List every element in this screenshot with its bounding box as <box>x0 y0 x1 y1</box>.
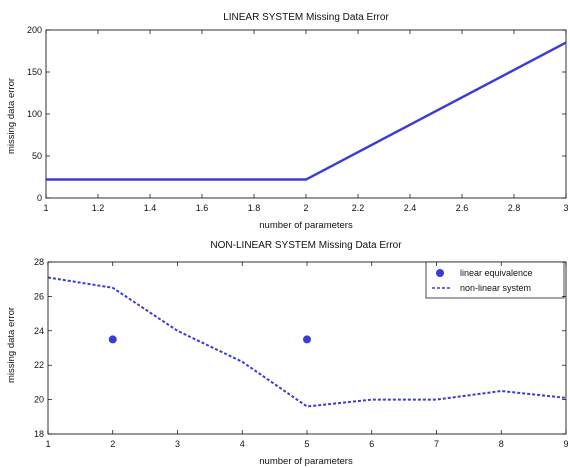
legend-label: non-linear system <box>460 283 531 293</box>
data-point <box>303 335 311 344</box>
x-tick-label: 3 <box>563 203 568 213</box>
y-tick-label: 150 <box>27 67 42 77</box>
series-line <box>47 276 567 408</box>
non-linear-system-plot: NON-LINEAR SYSTEM Missing Data Error num… <box>6 240 569 467</box>
x-tick-label: 4 <box>240 439 245 449</box>
x-tick-label: 2.8 <box>508 203 521 213</box>
x-tick-label: 2.6 <box>456 203 469 213</box>
plot-title: LINEAR SYSTEM Missing Data Error <box>223 12 389 23</box>
y-tick-label: 28 <box>34 257 44 267</box>
x-tick-label: 8 <box>499 439 504 449</box>
y-axis-label: missing data error <box>6 307 17 383</box>
x-tick-label: 2 <box>303 203 308 213</box>
y-tick-label: 200 <box>27 25 42 35</box>
x-tick-label: 2.4 <box>404 203 417 213</box>
data-point <box>108 335 117 344</box>
x-tick-label: 3 <box>175 439 180 449</box>
y-tick-label: 22 <box>34 360 44 370</box>
y-tick-label: 100 <box>27 109 42 119</box>
legend-box <box>425 261 565 299</box>
x-tick-label: 1 <box>43 203 48 213</box>
y-tick-label: 18 <box>34 429 44 439</box>
x-axis-label: number of parameters <box>259 456 353 467</box>
x-tick-label: 2 <box>110 439 115 449</box>
plot-area <box>45 29 567 199</box>
x-tick-label: 1 <box>45 439 50 449</box>
x-tick-label: 7 <box>434 439 439 449</box>
y-tick-label: 0 <box>37 193 42 203</box>
x-tick-label: 6 <box>369 439 374 449</box>
y-tick-label: 26 <box>34 291 44 301</box>
y-tick-label: 24 <box>34 326 44 336</box>
plot-title: NON-LINEAR SYSTEM Missing Data Error <box>210 240 402 251</box>
linear-system-plot: LINEAR SYSTEM Missing Data Error number … <box>6 12 569 231</box>
x-axis-label: number of parameters <box>259 220 353 231</box>
y-tick-label: 20 <box>34 395 44 405</box>
x-tick-label: 5 <box>304 439 309 449</box>
x-tick-label: 9 <box>563 439 568 449</box>
x-tick-label: 1.4 <box>144 203 157 213</box>
y-axis-label: missing data error <box>6 78 17 154</box>
x-tick-label: 2.2 <box>352 203 365 213</box>
x-tick-label: 1.8 <box>248 203 261 213</box>
x-tick-label: 1.2 <box>92 203 105 213</box>
legend-label: linear equivalence <box>460 268 533 278</box>
legend-marker-icon <box>436 269 444 277</box>
y-tick-label: 50 <box>32 151 42 161</box>
legend: linear equivalence non-linear system <box>425 261 565 299</box>
series-line <box>46 41 567 181</box>
x-tick-label: 1.6 <box>196 203 209 213</box>
